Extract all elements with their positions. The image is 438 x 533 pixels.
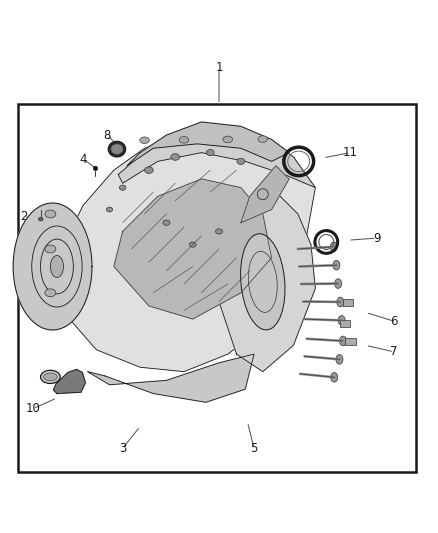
Text: 4: 4 <box>79 152 87 166</box>
Polygon shape <box>118 131 315 188</box>
Ellipse shape <box>106 207 113 212</box>
Ellipse shape <box>93 166 98 171</box>
Ellipse shape <box>337 297 344 307</box>
Polygon shape <box>13 203 92 330</box>
Text: 10: 10 <box>25 402 40 415</box>
Ellipse shape <box>335 279 342 288</box>
Polygon shape <box>53 131 315 372</box>
Ellipse shape <box>50 255 64 278</box>
Ellipse shape <box>339 336 346 346</box>
Ellipse shape <box>215 229 223 234</box>
Polygon shape <box>114 179 272 319</box>
Bar <box>340 320 350 327</box>
Text: 6: 6 <box>390 315 398 328</box>
Ellipse shape <box>331 373 338 382</box>
Polygon shape <box>53 369 85 393</box>
Ellipse shape <box>258 136 268 142</box>
Text: 1: 1 <box>215 61 223 74</box>
Ellipse shape <box>111 144 123 155</box>
Ellipse shape <box>330 242 337 252</box>
Polygon shape <box>127 122 289 166</box>
Ellipse shape <box>333 260 340 270</box>
Ellipse shape <box>237 158 245 165</box>
Ellipse shape <box>45 245 56 253</box>
Ellipse shape <box>39 217 43 221</box>
Bar <box>343 299 353 306</box>
Ellipse shape <box>179 136 189 143</box>
Ellipse shape <box>223 136 233 143</box>
Ellipse shape <box>140 137 149 143</box>
Ellipse shape <box>206 150 214 156</box>
Ellipse shape <box>240 234 285 330</box>
Text: 3: 3 <box>119 442 126 455</box>
Ellipse shape <box>40 370 60 383</box>
Text: 5: 5 <box>251 442 258 455</box>
Ellipse shape <box>163 220 170 225</box>
Text: 9: 9 <box>373 231 381 245</box>
Text: 7: 7 <box>390 345 398 358</box>
Ellipse shape <box>43 373 57 381</box>
Ellipse shape <box>45 289 56 297</box>
Bar <box>345 338 356 345</box>
Polygon shape <box>241 166 289 223</box>
Polygon shape <box>88 354 254 402</box>
Text: 8: 8 <box>104 128 111 142</box>
Polygon shape <box>219 188 315 372</box>
Ellipse shape <box>145 167 153 173</box>
Text: 11: 11 <box>343 146 358 159</box>
Ellipse shape <box>171 154 180 160</box>
Ellipse shape <box>189 242 196 247</box>
Ellipse shape <box>338 316 345 325</box>
Ellipse shape <box>108 141 126 157</box>
Ellipse shape <box>119 185 126 190</box>
Ellipse shape <box>45 210 56 218</box>
Ellipse shape <box>336 354 343 364</box>
Bar <box>18 104 416 472</box>
Text: 2: 2 <box>20 209 28 223</box>
